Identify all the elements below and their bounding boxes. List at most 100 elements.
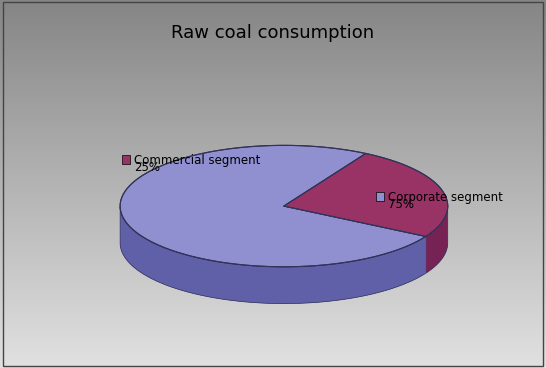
Bar xyxy=(0,81,546,83)
Bar xyxy=(0,340,546,342)
Bar xyxy=(0,57,546,59)
Bar xyxy=(0,127,546,129)
Bar xyxy=(0,287,546,289)
Bar xyxy=(0,210,546,212)
Bar xyxy=(0,75,546,77)
Bar xyxy=(0,125,546,127)
Bar xyxy=(0,269,546,270)
Bar xyxy=(0,24,546,26)
Bar xyxy=(0,258,546,259)
Bar xyxy=(0,61,546,63)
Bar xyxy=(0,261,546,263)
Bar xyxy=(0,291,546,293)
Bar xyxy=(0,259,546,261)
Bar xyxy=(0,247,546,248)
Bar xyxy=(0,134,546,136)
Bar xyxy=(0,328,546,329)
Bar xyxy=(0,329,546,331)
Bar xyxy=(0,208,546,210)
Bar xyxy=(0,346,546,348)
Bar xyxy=(0,55,546,57)
Bar xyxy=(0,309,546,311)
Bar xyxy=(0,353,546,355)
Bar xyxy=(0,359,546,361)
Polygon shape xyxy=(284,153,448,237)
Bar xyxy=(0,201,546,202)
Bar xyxy=(0,4,546,6)
Bar xyxy=(0,364,546,366)
Bar xyxy=(0,147,546,149)
Bar xyxy=(0,254,546,256)
Bar xyxy=(0,355,546,357)
Bar xyxy=(0,195,546,197)
Bar xyxy=(0,77,546,79)
Bar xyxy=(0,140,546,142)
Bar xyxy=(0,276,546,278)
Bar xyxy=(0,48,546,50)
Bar xyxy=(0,92,546,94)
Bar xyxy=(0,342,546,344)
Bar xyxy=(0,123,546,125)
Bar xyxy=(0,215,546,217)
Bar xyxy=(0,177,546,178)
Bar xyxy=(0,186,546,188)
Bar xyxy=(0,107,546,109)
Bar xyxy=(0,129,546,131)
Bar xyxy=(0,53,546,55)
Bar xyxy=(0,250,546,252)
Bar xyxy=(0,85,546,86)
Bar xyxy=(0,289,546,291)
Bar xyxy=(0,213,546,215)
Bar xyxy=(0,31,546,33)
Bar xyxy=(0,226,546,228)
Bar xyxy=(0,217,546,219)
Bar xyxy=(0,33,546,35)
Bar xyxy=(0,46,546,48)
Bar xyxy=(0,180,546,182)
Bar xyxy=(0,256,546,258)
Bar xyxy=(0,184,546,186)
Bar xyxy=(0,316,546,318)
Bar xyxy=(0,278,546,280)
Bar xyxy=(0,366,546,368)
Bar xyxy=(0,206,546,208)
Bar xyxy=(0,70,546,72)
Bar xyxy=(0,307,546,309)
Bar xyxy=(0,112,546,114)
Bar xyxy=(0,158,546,160)
Bar xyxy=(0,0,546,2)
Text: 25%: 25% xyxy=(134,162,161,174)
Text: Commercial segment: Commercial segment xyxy=(134,154,260,167)
Polygon shape xyxy=(120,243,448,304)
Bar xyxy=(0,305,546,307)
Bar xyxy=(0,193,546,195)
Bar xyxy=(0,304,546,305)
Bar xyxy=(0,313,546,315)
Bar xyxy=(0,145,546,147)
Bar xyxy=(0,90,546,92)
Bar xyxy=(0,50,546,52)
Bar xyxy=(0,300,546,302)
Bar xyxy=(0,9,546,11)
Bar xyxy=(0,156,546,158)
Bar xyxy=(0,42,546,44)
Bar xyxy=(0,248,546,250)
Bar xyxy=(0,357,546,359)
Bar xyxy=(0,101,546,103)
Bar xyxy=(0,138,546,140)
Bar xyxy=(0,94,546,96)
Bar xyxy=(0,245,546,247)
Bar xyxy=(0,234,546,236)
Bar xyxy=(0,331,546,333)
Bar xyxy=(0,175,546,177)
Bar xyxy=(0,121,546,123)
Bar xyxy=(0,351,546,353)
Bar xyxy=(0,74,546,75)
Bar xyxy=(0,333,546,335)
Bar xyxy=(0,109,546,110)
Bar xyxy=(0,182,546,184)
Bar xyxy=(0,344,546,346)
Bar xyxy=(0,37,546,39)
Bar xyxy=(0,39,546,40)
Bar xyxy=(0,26,546,28)
